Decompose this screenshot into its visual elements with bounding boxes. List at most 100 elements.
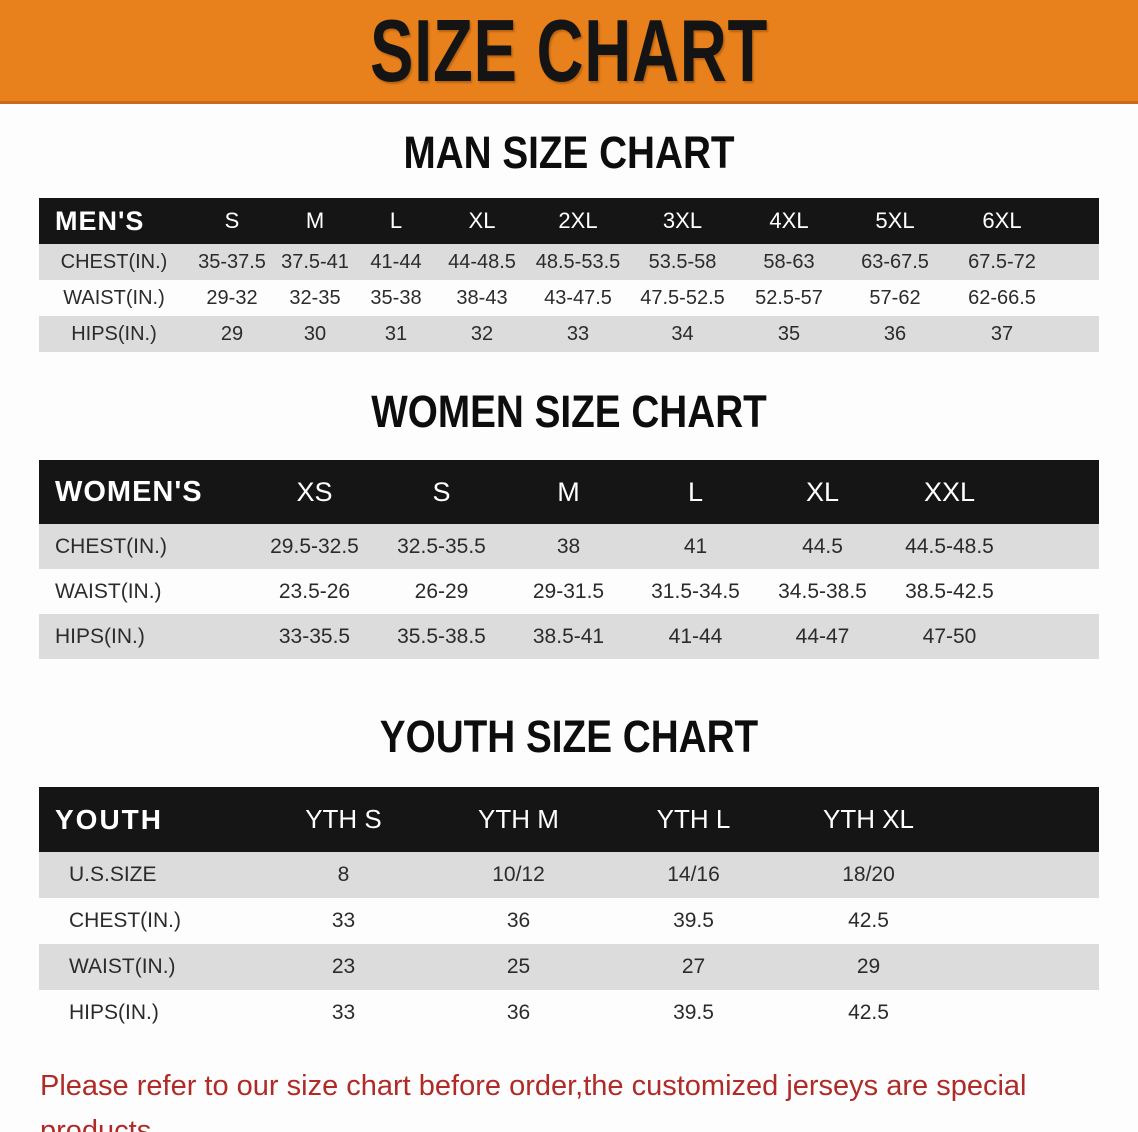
value-cell: 57-62 <box>842 280 948 316</box>
header-spacer-cell <box>956 787 1099 852</box>
value-cell: 35-38 <box>355 280 437 316</box>
disclaimer-text: Please refer to our size chart before or… <box>40 1064 1118 1132</box>
measure-label-cell: WAIST(IN.) <box>39 569 251 614</box>
value-cell: 29 <box>781 944 956 990</box>
value-cell: 44-48.5 <box>437 244 527 280</box>
value-cell: 39.5 <box>606 990 781 1036</box>
size-header-cell: XL <box>759 460 886 524</box>
size-header-row: WOMEN'S XS S M L XL XXL <box>39 460 1099 524</box>
size-header-cell: S <box>378 460 505 524</box>
value-cell: 35.5-38.5 <box>378 614 505 659</box>
value-cell: 42.5 <box>781 898 956 944</box>
value-cell: 32-35 <box>275 280 355 316</box>
value-cell: 30 <box>275 316 355 352</box>
group-label-cell: WOMEN'S <box>39 460 251 524</box>
size-header-cell: 6XL <box>948 198 1056 244</box>
size-header-cell: S <box>189 198 275 244</box>
value-cell: 33 <box>527 316 629 352</box>
row-spacer-cell <box>1056 244 1099 280</box>
youth-size-table: YOUTH YTH S YTH M YTH L YTH XL U.S.SIZE 8 10/12… <box>39 787 1099 1036</box>
size-header-cell: YTH S <box>256 787 431 852</box>
value-cell: 41-44 <box>632 614 759 659</box>
value-cell: 18/20 <box>781 852 956 898</box>
table-head: YOUTH YTH S YTH M YTH L YTH XL <box>39 787 1099 852</box>
size-header-cell: 5XL <box>842 198 948 244</box>
value-cell: 8 <box>256 852 431 898</box>
measurement-row: U.S.SIZE 8 10/12 14/16 18/20 <box>39 852 1099 898</box>
value-cell: 33-35.5 <box>251 614 378 659</box>
row-spacer-cell <box>956 944 1099 990</box>
value-cell: 31.5-34.5 <box>632 569 759 614</box>
value-cell: 44.5 <box>759 524 886 569</box>
value-cell: 34.5-38.5 <box>759 569 886 614</box>
group-label-cell: YOUTH <box>39 787 256 852</box>
value-cell: 27 <box>606 944 781 990</box>
value-cell: 23.5-26 <box>251 569 378 614</box>
value-cell: 38.5-41 <box>505 614 632 659</box>
value-cell: 36 <box>842 316 948 352</box>
value-cell: 35-37.5 <box>189 244 275 280</box>
measure-label-cell: CHEST(IN.) <box>39 244 189 280</box>
value-cell: 38.5-42.5 <box>886 569 1013 614</box>
man-section-heading: MAN SIZE CHART <box>403 127 735 178</box>
row-spacer-cell <box>956 898 1099 944</box>
value-cell: 36 <box>431 898 606 944</box>
size-header-cell: M <box>505 460 632 524</box>
size-header-row: YOUTH YTH S YTH M YTH L YTH XL <box>39 787 1099 852</box>
value-cell: 32.5-35.5 <box>378 524 505 569</box>
table-body: CHEST(IN.) 35-37.5 37.5-41 41-44 44-48.5 48.5… <box>39 244 1099 352</box>
measurement-row: CHEST(IN.) 33 36 39.5 42.5 <box>39 898 1099 944</box>
size-header-cell: YTH M <box>431 787 606 852</box>
size-header-cell: YTH L <box>606 787 781 852</box>
page-title: SIZE CHART <box>369 0 769 100</box>
measurement-row: HIPS(IN.) 33 36 39.5 42.5 <box>39 990 1099 1036</box>
measurement-row: WAIST(IN.) 29-32 32-35 35-38 38-43 43-47.5 47.… <box>39 280 1099 316</box>
size-header-row: MEN'S S M L XL 2XL 3XL 4XL 5XL 6XL <box>39 198 1099 244</box>
men-size-table: MEN'S S M L XL 2XL 3XL 4XL 5XL 6XL CHEST(IN.) 35-37… <box>39 198 1099 352</box>
value-cell: 47.5-52.5 <box>629 280 736 316</box>
table-body: CHEST(IN.) 29.5-32.5 32.5-35.5 38 41 44.5 44.5… <box>39 524 1099 659</box>
row-spacer-cell <box>956 852 1099 898</box>
value-cell: 41 <box>632 524 759 569</box>
size-header-cell: YTH XL <box>781 787 956 852</box>
measurement-row: HIPS(IN.) 29 30 31 32 33 34 35 36 37 <box>39 316 1099 352</box>
value-cell: 37 <box>948 316 1056 352</box>
measurement-row: CHEST(IN.) 29.5-32.5 32.5-35.5 38 41 44.5 44.5… <box>39 524 1099 569</box>
value-cell: 37.5-41 <box>275 244 355 280</box>
value-cell: 47-50 <box>886 614 1013 659</box>
row-spacer-cell <box>1013 569 1099 614</box>
disclaimer-line-1: Please refer to our size chart before or… <box>40 1070 1027 1132</box>
value-cell: 29 <box>189 316 275 352</box>
size-header-cell: XXL <box>886 460 1013 524</box>
value-cell: 25 <box>431 944 606 990</box>
value-cell: 63-67.5 <box>842 244 948 280</box>
measurement-row: CHEST(IN.) 35-37.5 37.5-41 41-44 44-48.5 48.5… <box>39 244 1099 280</box>
value-cell: 23 <box>256 944 431 990</box>
measure-label-cell: WAIST(IN.) <box>39 944 256 990</box>
size-header-cell: 3XL <box>629 198 736 244</box>
value-cell: 67.5-72 <box>948 244 1056 280</box>
value-cell: 44-47 <box>759 614 886 659</box>
header-spacer-cell <box>1056 198 1099 244</box>
value-cell: 42.5 <box>781 990 956 1036</box>
table-head: WOMEN'S XS S M L XL XXL <box>39 460 1099 524</box>
size-header-cell: XS <box>251 460 378 524</box>
women-section-heading: WOMEN SIZE CHART <box>371 386 767 437</box>
size-header-cell: M <box>275 198 355 244</box>
group-label-cell: MEN'S <box>39 198 189 244</box>
banner: SIZE CHART <box>0 0 1138 104</box>
measurement-row: WAIST(IN.) 23.5-26 26-29 29-31.5 31.5-34.5 34… <box>39 569 1099 614</box>
value-cell: 43-47.5 <box>527 280 629 316</box>
size-header-cell: 2XL <box>527 198 629 244</box>
measure-label-cell: HIPS(IN.) <box>39 316 189 352</box>
value-cell: 33 <box>256 898 431 944</box>
value-cell: 36 <box>431 990 606 1036</box>
row-spacer-cell <box>1013 524 1099 569</box>
value-cell: 52.5-57 <box>736 280 842 316</box>
value-cell: 34 <box>629 316 736 352</box>
size-header-cell: XL <box>437 198 527 244</box>
size-header-cell: L <box>355 198 437 244</box>
women-size-table: WOMEN'S XS S M L XL XXL CHEST(IN.) 29.5-32.5 32.5… <box>39 460 1099 659</box>
row-spacer-cell <box>956 990 1099 1036</box>
